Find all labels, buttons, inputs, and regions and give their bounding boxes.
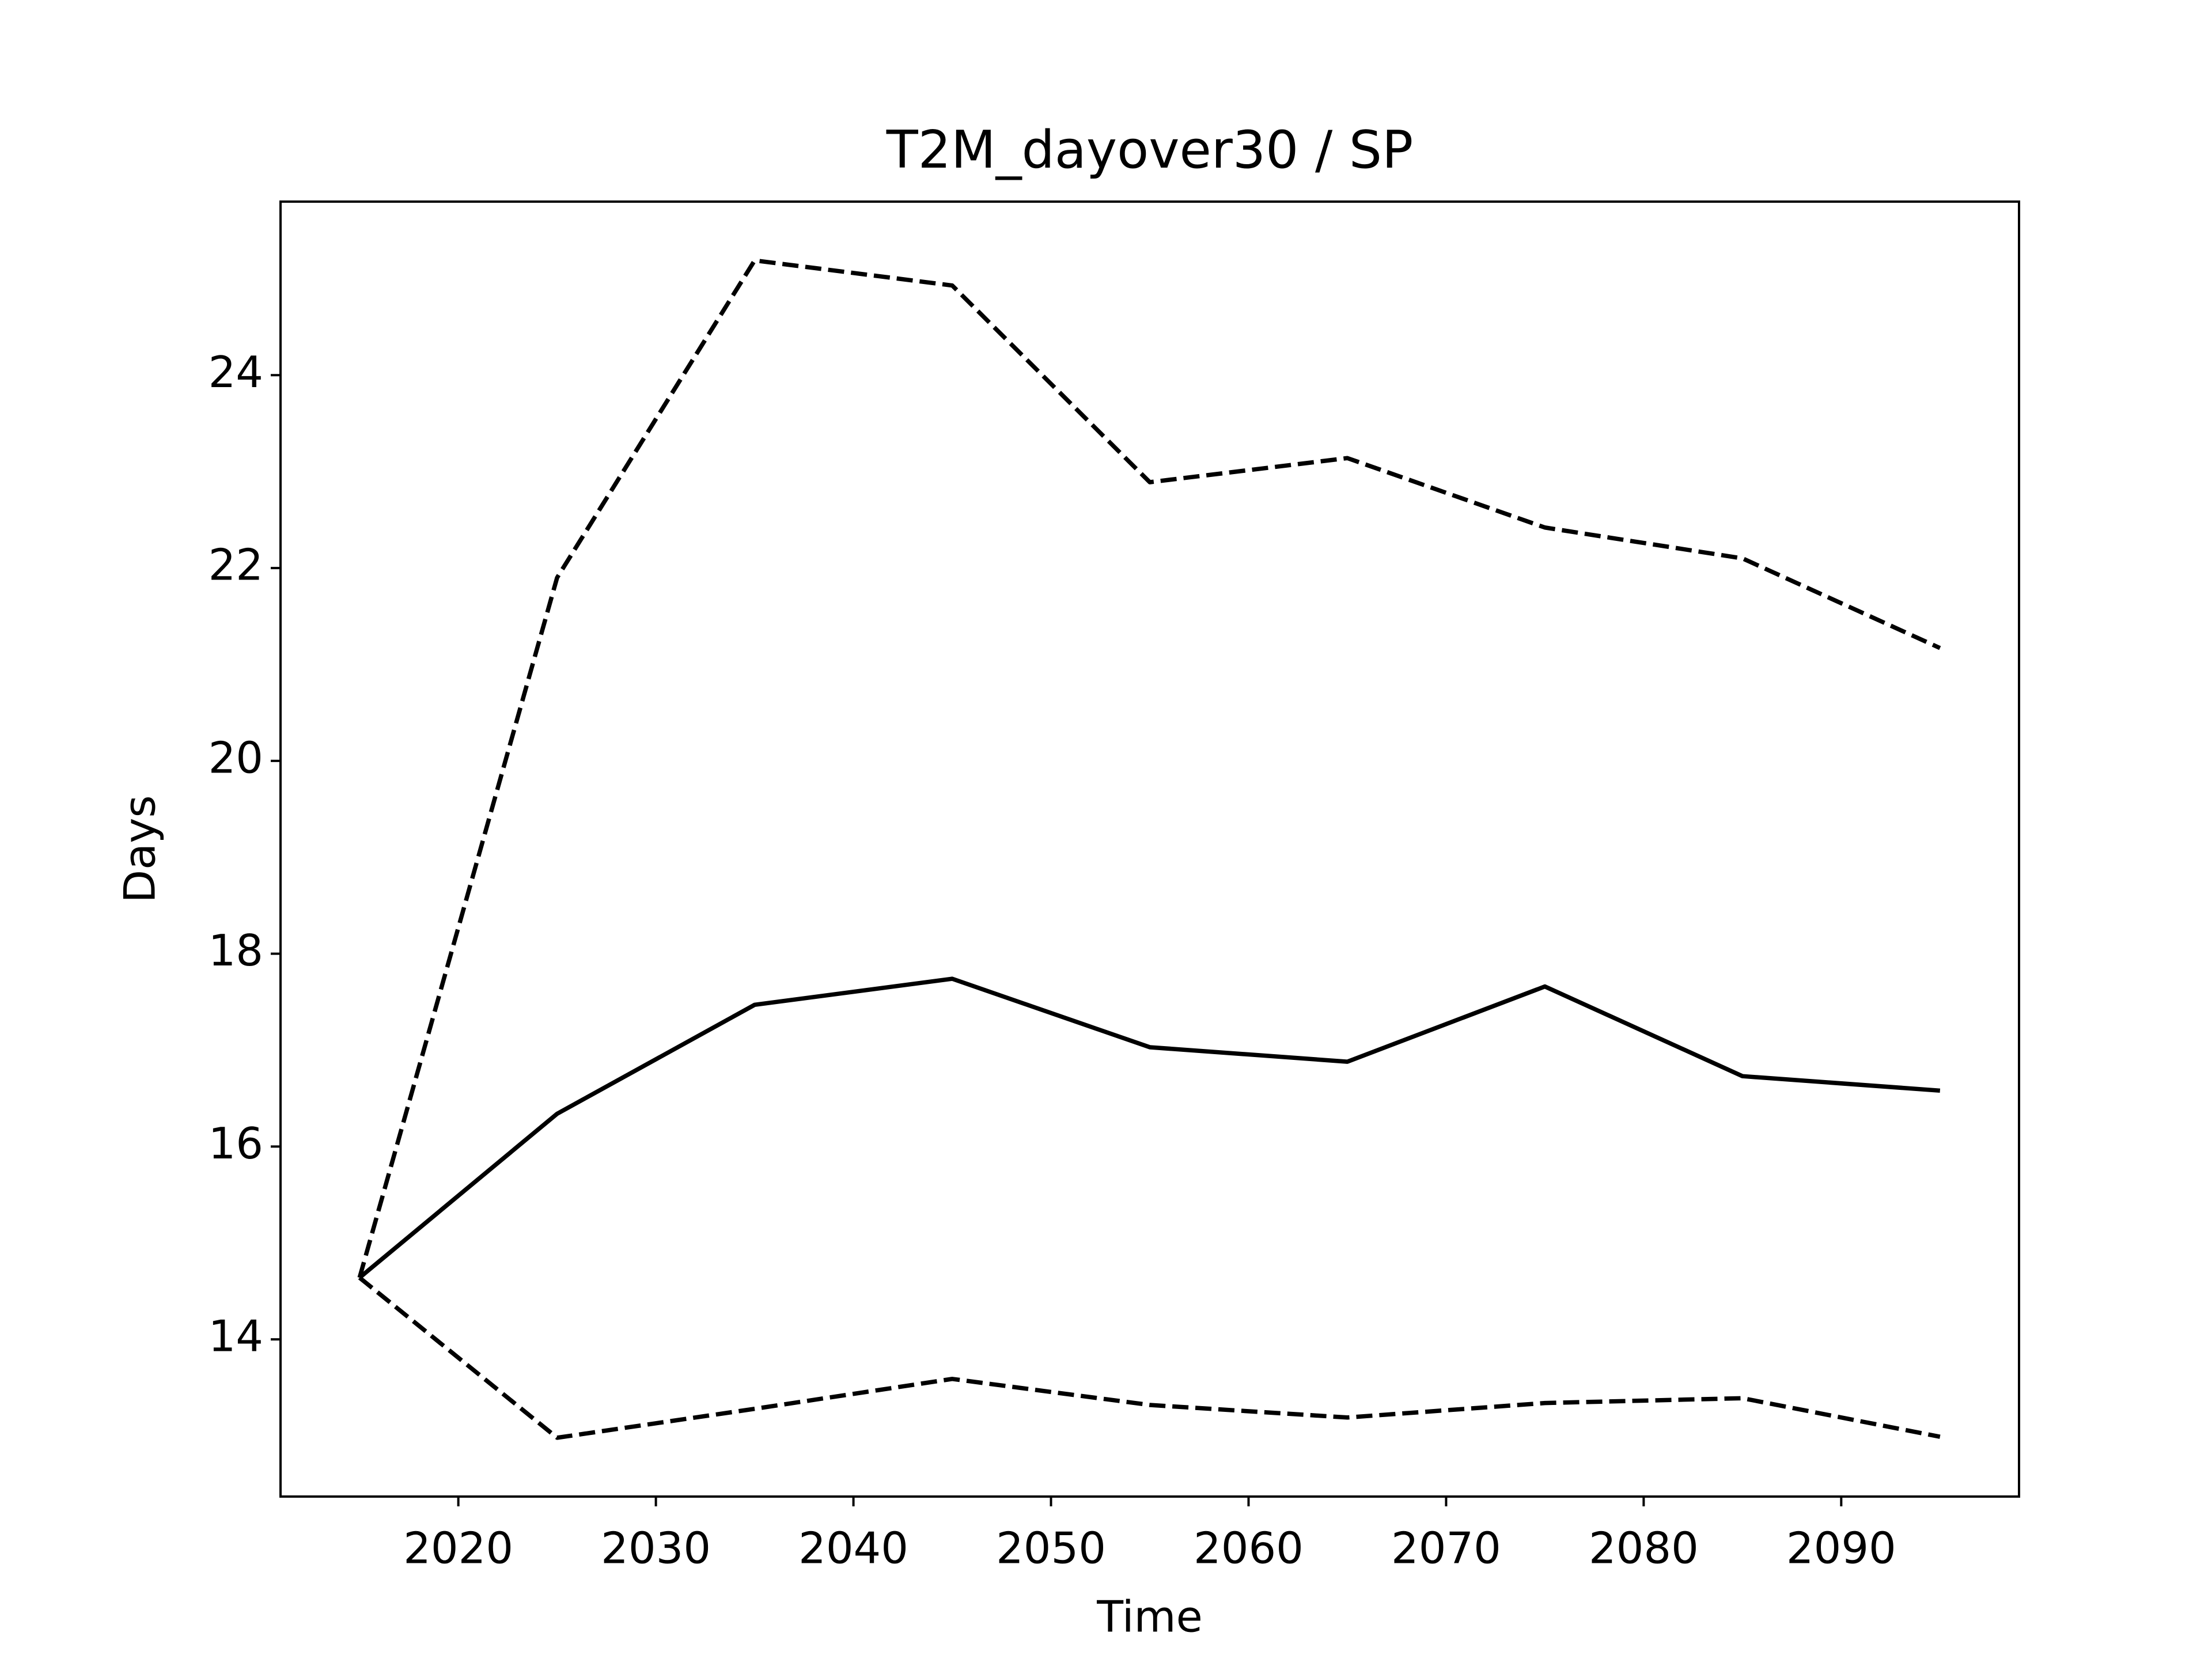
x-tick-label: 2050	[996, 1523, 1106, 1574]
data-line	[357, 258, 1941, 1279]
y-tick-label: 22	[209, 540, 263, 590]
chart-title: T2M_dayover30 / SP	[886, 120, 1414, 180]
y-tick-label: 14	[209, 1311, 263, 1362]
y-axis-label: Days	[115, 795, 165, 903]
x-tick-label: 2020	[403, 1523, 513, 1574]
x-tick-label: 2080	[1589, 1523, 1699, 1574]
x-tick-label: 2040	[798, 1523, 908, 1574]
x-tick-label: 2030	[601, 1523, 711, 1574]
y-tick-label: 16	[209, 1118, 263, 1169]
y-tick-label: 18	[209, 925, 263, 976]
x-tick-label: 2060	[1194, 1523, 1304, 1574]
y-tick-label: 24	[209, 347, 263, 397]
data-line	[358, 976, 1941, 1279]
plot-frame	[279, 200, 2020, 1498]
x-tick-label: 2090	[1786, 1523, 1896, 1574]
data-line	[358, 1276, 1941, 1440]
y-tick-label: 20	[209, 732, 263, 783]
x-axis-label: Time	[1096, 1592, 1203, 1642]
x-tick-label: 2070	[1391, 1523, 1501, 1574]
